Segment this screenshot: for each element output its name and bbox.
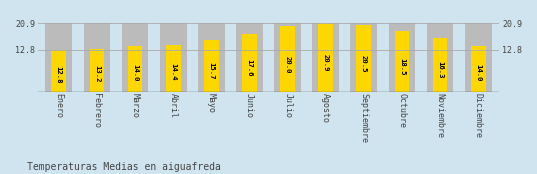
Bar <box>471 46 485 92</box>
Bar <box>433 38 447 92</box>
Bar <box>122 23 148 92</box>
Bar <box>357 25 371 92</box>
Bar <box>84 23 110 92</box>
Bar <box>465 23 491 92</box>
Text: 15.7: 15.7 <box>208 62 214 79</box>
Bar <box>204 40 219 92</box>
Text: 12.8: 12.8 <box>56 66 62 83</box>
Text: 20.0: 20.0 <box>285 56 291 73</box>
Text: 14.0: 14.0 <box>132 64 138 81</box>
Text: 14.0: 14.0 <box>475 64 481 81</box>
Bar <box>313 23 339 92</box>
Bar <box>198 23 224 92</box>
Text: 17.6: 17.6 <box>246 59 252 76</box>
Bar <box>166 45 180 92</box>
Bar <box>351 23 377 92</box>
Bar <box>274 23 301 92</box>
Bar <box>46 23 72 92</box>
Bar <box>427 23 453 92</box>
Bar <box>280 26 295 92</box>
Text: 18.5: 18.5 <box>399 58 405 75</box>
Text: 13.2: 13.2 <box>94 65 100 82</box>
Text: 20.9: 20.9 <box>323 54 329 72</box>
Bar <box>90 49 104 92</box>
Bar <box>389 23 415 92</box>
Text: Temperaturas Medias en aiguafreda: Temperaturas Medias en aiguafreda <box>27 162 221 172</box>
Text: 16.3: 16.3 <box>437 61 443 78</box>
Bar <box>236 23 263 92</box>
Bar <box>242 34 257 92</box>
Bar <box>160 23 186 92</box>
Text: 20.5: 20.5 <box>361 55 367 72</box>
Bar <box>52 50 66 92</box>
Text: 14.4: 14.4 <box>170 63 176 81</box>
Bar <box>318 23 333 92</box>
Bar <box>128 46 142 92</box>
Bar <box>395 31 409 92</box>
